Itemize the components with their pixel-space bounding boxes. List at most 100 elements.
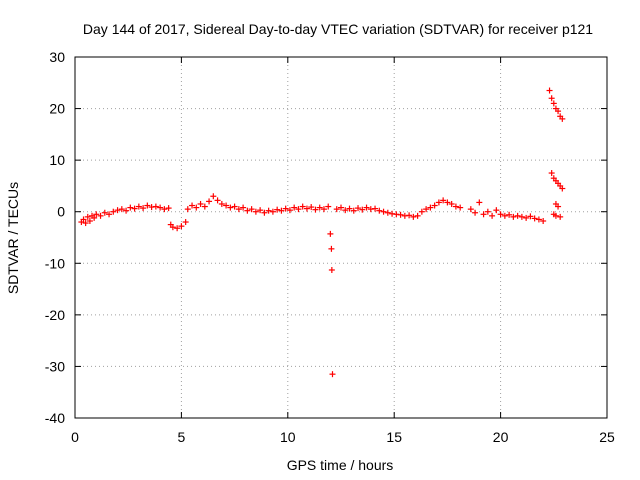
data-point (86, 217, 93, 224)
data-point (161, 206, 168, 213)
data-point (84, 213, 91, 220)
data-point (316, 204, 323, 211)
data-point (131, 205, 138, 212)
x-tick-label: 15 (386, 429, 402, 445)
data-point (197, 200, 204, 207)
x-axis-title: GPS time / hours (287, 457, 394, 473)
plot-frame (74, 56, 608, 419)
data-point (118, 206, 125, 213)
data-point (457, 204, 464, 211)
data-point (540, 217, 547, 224)
data-point (201, 203, 208, 210)
data-point (106, 211, 113, 218)
data-point (214, 197, 221, 204)
data-point (363, 204, 370, 211)
data-point (380, 208, 387, 215)
data-point (376, 207, 383, 214)
data-point (269, 208, 276, 215)
data-point (80, 216, 87, 223)
x-tick-label: 5 (178, 429, 186, 445)
data-point (295, 206, 302, 213)
data-point (506, 211, 513, 218)
data-point (418, 208, 425, 215)
data-point (431, 202, 438, 209)
y-tick-label: 10 (49, 152, 65, 168)
y-tick-label: -30 (45, 358, 65, 374)
data-point (127, 204, 134, 211)
data-point (240, 204, 247, 211)
data-point (372, 205, 379, 212)
data-point (342, 207, 349, 214)
data-point (157, 204, 164, 211)
data-point (274, 206, 281, 213)
data-point (231, 203, 238, 210)
data-point (518, 213, 525, 220)
data-point (350, 207, 357, 214)
data-point (552, 212, 559, 219)
y-tick-label: -10 (45, 255, 65, 271)
data-point (97, 212, 104, 219)
data-point (555, 203, 562, 210)
data-point (189, 202, 196, 209)
y-tick-label: 0 (57, 204, 65, 220)
data-point (548, 95, 555, 102)
data-point (476, 199, 483, 206)
data-point (510, 213, 517, 220)
data-point (501, 212, 508, 219)
data-point (218, 200, 225, 207)
data-point (206, 198, 213, 205)
data-point (397, 211, 404, 218)
data-point (448, 200, 455, 207)
data-point (320, 206, 327, 213)
data-point (559, 185, 566, 192)
data-point (452, 203, 459, 210)
data-point (135, 203, 142, 210)
data-point (531, 215, 538, 222)
data-point (410, 213, 417, 220)
data-point (497, 211, 504, 218)
data-point (235, 206, 242, 213)
data-point (123, 207, 130, 214)
data-point (559, 115, 566, 122)
data-point (182, 219, 189, 226)
data-point (414, 212, 421, 219)
y-axis-title: SDTVAR / TECUs (5, 182, 21, 294)
data-point (223, 202, 230, 209)
grid (75, 57, 607, 418)
data-point (444, 199, 451, 206)
data-point (265, 207, 272, 214)
data-point (328, 266, 335, 273)
data-point (333, 206, 340, 213)
data-point (144, 202, 151, 209)
data-point (440, 197, 447, 204)
y-tick-label: -20 (45, 307, 65, 323)
plot-border (74, 56, 608, 419)
data-point (178, 223, 185, 230)
x-tick-label: 20 (493, 429, 509, 445)
data-point (346, 205, 353, 212)
data-point (82, 220, 89, 227)
data-point (329, 371, 336, 378)
data-point (174, 225, 181, 232)
data-point (406, 212, 413, 219)
data-point (261, 209, 268, 216)
data-point (514, 212, 521, 219)
data-point (91, 214, 98, 221)
data-point (248, 206, 255, 213)
data-point (327, 230, 334, 237)
data-point (193, 204, 200, 211)
data-point (165, 205, 172, 212)
x-tick-label: 25 (599, 429, 615, 445)
data-point (493, 207, 500, 214)
chart-title: Day 144 of 2017, Sidereal Day-to-day VTE… (83, 21, 593, 37)
data-point (282, 205, 289, 212)
data-point (546, 87, 553, 94)
data-point (308, 204, 315, 211)
data-point (427, 204, 434, 211)
data-point (535, 216, 542, 223)
data-point (252, 208, 259, 215)
data-point (523, 214, 530, 221)
data-point (480, 211, 487, 218)
x-tick-label: 10 (280, 429, 296, 445)
